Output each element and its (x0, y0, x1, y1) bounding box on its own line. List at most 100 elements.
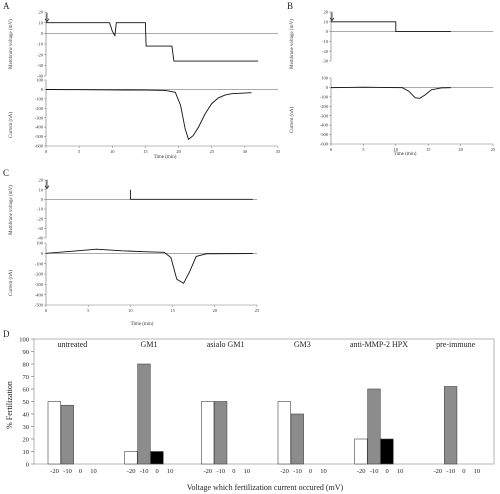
x-tick-label: 0 (386, 468, 389, 475)
panel-a-voltage-ylabel: Membrane voltage (mV) (9, 19, 14, 69)
panel-a-voltage-ytick-label: -40 (37, 74, 44, 79)
bar (290, 413, 304, 465)
panel-c-current-ylabel: Current (nA) (9, 270, 14, 296)
panel-a-current-ytick-label: 100 (36, 78, 44, 83)
x-tick-label: -10 (216, 468, 225, 475)
bar (380, 438, 394, 465)
panel-c-voltage-trace (129, 189, 253, 200)
panel-c-current-ytick-label: -300 (35, 282, 44, 287)
bar (201, 401, 215, 465)
y-tick-label: 0 (26, 461, 29, 468)
bar (47, 401, 61, 465)
panel-c-voltage-ytick-label: 20 (39, 178, 44, 183)
y-tick-label: 70 (23, 374, 30, 381)
panel-b-current-xtick-label: 25 (491, 147, 496, 152)
panel-a-voltage-ytick-label: 0 (41, 31, 44, 36)
panel-b-current-ytick-label: -400 (320, 123, 329, 128)
panel-b-xlabel: Time (min) (394, 152, 417, 157)
x-tick-label: -10 (370, 468, 379, 475)
panel-c-voltage-ytick-label: -30 (37, 226, 44, 231)
panel-c-current-ytick-label: -200 (35, 272, 44, 277)
panel-label-d: D (3, 329, 10, 339)
panel-c-current-ytick-label: -500 (35, 303, 44, 308)
x-tick-label: 10 (474, 468, 481, 475)
x-tick-label: -20 (127, 468, 136, 475)
panel-a-voltage-ytick-label: -10 (37, 42, 44, 47)
x-tick-label: -10 (63, 468, 72, 475)
panel-b-current-ytick-label: -200 (320, 104, 329, 109)
x-tick-label: 0 (462, 468, 465, 475)
panel-b-voltage-ytick-label: 10 (324, 19, 329, 24)
panel-b-current-ytick-label: -600 (320, 142, 329, 147)
bar (444, 386, 458, 465)
panel-c-voltage-ytick-label: 0 (41, 197, 44, 202)
panel-a-current-xtick-label: 10 (110, 149, 115, 154)
y-tick-label: 30 (23, 424, 30, 431)
panel-label-a: A (3, 1, 10, 11)
panel-a-current-ytick-label: -200 (35, 106, 44, 111)
panel-a-current-ytick-label: -300 (35, 115, 44, 120)
group-label: pre-immune (436, 340, 476, 349)
panel-c-voltage-ytick-label: -10 (37, 207, 44, 212)
panel-c-current-xtick-label: 15 (170, 308, 175, 313)
x-tick-label: 10 (397, 468, 404, 475)
panel-a-voltage-ytick-label: 20 (39, 10, 44, 15)
panel-a-current-ytick-label: -400 (35, 125, 44, 130)
bar (354, 438, 368, 465)
panel-b-voltage-ytick-label: -10 (322, 39, 329, 44)
x-tick-label: 0 (79, 468, 82, 475)
panel-b-voltage-ylabel: Membrane voltage (mV) (290, 19, 295, 69)
panel-a-voltage-plot: 20 10 0 -10 -20 -30 -40 (37, 10, 278, 79)
panel-a-current-ytick-label: -500 (35, 134, 44, 139)
panel-b-voltage-arrow-head (329, 17, 335, 22)
panel-a-voltage-ytick-label: -20 (37, 52, 44, 57)
x-tick-label: 10 (167, 468, 174, 475)
x-tick-label: -20 (280, 468, 289, 475)
bar (124, 451, 138, 465)
panel-a-voltage-arrow-head (44, 18, 50, 23)
panel-d-xlabel: Voltage which fertilization current occu… (187, 483, 344, 492)
panel-b-current-xtick-label: 20 (458, 147, 463, 152)
x-tick-label: -20 (203, 468, 212, 475)
panel-b-current-ytick-label: -500 (320, 132, 329, 137)
panel-b-current-trace (330, 86, 451, 99)
x-tick-label: -10 (293, 468, 302, 475)
group-label: anti-MMP-2 HPX (350, 340, 408, 349)
y-tick-label: 100 (19, 336, 29, 343)
panel-b-voltage-ytick-label: -20 (322, 49, 329, 54)
group-label: untreated (57, 340, 87, 349)
panel-a-current-xtick-label: 0 (45, 149, 48, 154)
panel-b-current-ytick-label: -100 (320, 94, 329, 99)
panel-b-current-xtick-label: 0 (330, 147, 333, 152)
panel-a-current-trace (45, 89, 252, 141)
panel-c-current-ytick-label: -400 (35, 292, 44, 297)
x-tick-label: -10 (446, 468, 455, 475)
x-tick-label: 10 (244, 468, 251, 475)
panel-b-current-xtick-label: 5 (362, 147, 365, 152)
bar (277, 401, 291, 465)
x-tick-label: 0 (309, 468, 312, 475)
panel-c-voltage-ytick-label: -20 (37, 216, 44, 221)
x-tick-label: 10 (320, 468, 327, 475)
panel-c-current-trace (45, 248, 253, 284)
panel-a-current-ytick-label: 0 (41, 87, 44, 92)
panel-c-current-ytick-label: -100 (35, 261, 44, 266)
panel-b-voltage-plot: 20 10 0 -10 -20 -30 (322, 10, 493, 64)
panel-c-voltage-arrow-head (44, 185, 50, 190)
x-tick-label: -20 (50, 468, 59, 475)
panel-a-current-ylabel: Current (nA) (9, 112, 14, 138)
panel-a-current-xtick-label: 20 (176, 149, 181, 154)
panel-a-current-xtick-label: 35 (276, 149, 281, 154)
panel-c-current-xtick-label: 5 (87, 308, 90, 313)
panel-c-current-ytick-label: 0 (41, 251, 44, 256)
panel-a-current-ytick-label: -600 (35, 144, 44, 149)
y-tick-label: 60 (23, 386, 30, 393)
panel-b-current-xtick-label: 15 (426, 147, 431, 152)
